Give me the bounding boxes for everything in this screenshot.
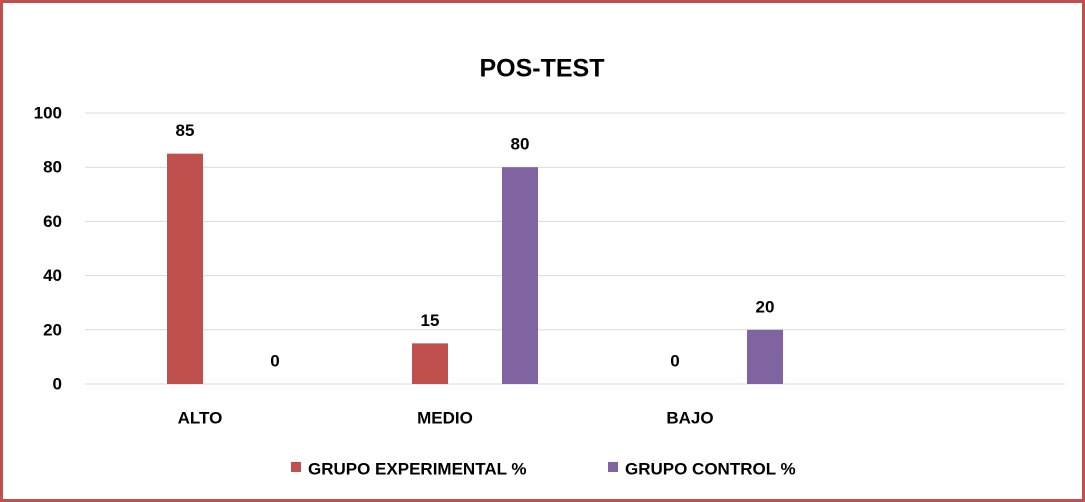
y-tick-label: 0 [53, 374, 62, 393]
legend-label: GRUPO EXPERIMENTAL % [308, 459, 527, 478]
y-tick-label: 100 [34, 103, 62, 122]
value-label: 20 [756, 297, 775, 316]
bar [747, 329, 783, 384]
legend-swatch [291, 462, 301, 472]
y-tick-label: 60 [43, 212, 62, 231]
bar [412, 343, 448, 384]
y-tick-label: 20 [43, 320, 62, 339]
x-tick-label: ALTO [178, 408, 223, 427]
bar [167, 153, 203, 384]
value-label: 15 [421, 311, 440, 330]
y-tick-label: 40 [43, 266, 62, 285]
legend-label: GRUPO CONTROL % [625, 459, 796, 478]
legend-swatch [608, 462, 618, 472]
value-label: 0 [670, 351, 679, 370]
value-label: 85 [176, 121, 195, 140]
bar [502, 167, 538, 384]
value-label: 80 [511, 135, 530, 154]
chart-title: POS-TEST [479, 55, 604, 83]
x-tick-label: BAJO [666, 408, 713, 427]
y-tick-label: 80 [43, 158, 62, 177]
value-label: 0 [270, 351, 279, 370]
x-tick-label: MEDIO [417, 408, 473, 427]
